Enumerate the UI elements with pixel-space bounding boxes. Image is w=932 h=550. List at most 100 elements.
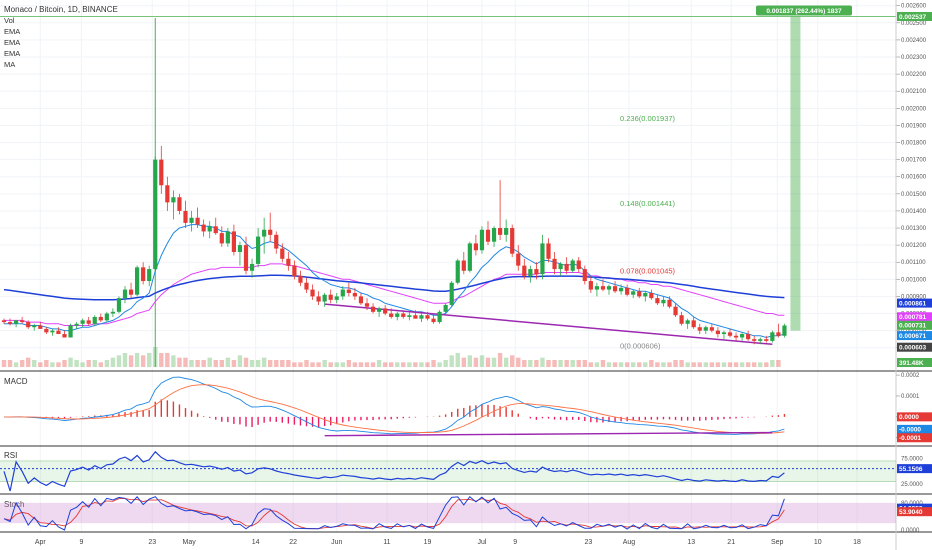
legend-ema-2[interactable]: EMA [4,38,20,47]
volume-bar [449,355,454,367]
volume-bar [461,357,466,367]
measure-range-box[interactable] [790,16,801,331]
volume-bar [643,362,648,367]
ema-fast-line [4,224,785,339]
fib-level-label: 0.148(0.001441) [620,199,676,208]
volume-bar [159,353,164,367]
volume-bar [679,360,684,367]
legend-ema-1[interactable]: EMA [4,27,20,36]
time-tick-label: 13 [687,539,695,546]
time-axis[interactable]: Apr 9 23 May 14 22 Jun 11 19 Jul 9 23 Aug 13 21 Sep 10 18 [35,539,861,546]
candle-body [38,325,43,329]
price-tick-label: 0.002600 [901,4,927,10]
candle-body [437,311,442,323]
price-measure-tool[interactable]: 0.001837 (262.44%) 1837 [0,5,896,331]
macd-tag-label: -0.0000 [899,427,921,434]
volume-bar [116,355,122,367]
volume-bar [128,355,134,367]
volume-bar [637,362,642,367]
candle-body [32,325,37,328]
candle-body [419,315,424,319]
volume-bar [479,355,485,367]
volume-bar [225,357,231,367]
price-tag-label: 0.000671 [899,333,926,340]
volume-bar [243,357,249,367]
price-tag [897,11,932,21]
volume-bar [280,360,285,367]
legend-vol[interactable]: Vol [4,16,15,25]
price-tick-label: 0.002200 [901,72,927,78]
candle-body [746,334,751,340]
support-trend-line[interactable] [324,303,773,346]
fib-level-label: 0(0.000606) [620,342,661,351]
time-tick-label: Aug [623,539,636,546]
candle-body [679,315,684,324]
volume-bar [68,357,73,367]
measure-label-box[interactable] [756,5,852,16]
candle-body [600,286,606,290]
volume-tag [897,358,932,367]
ema-slow-line [3,274,785,301]
time-tick-label: 9 [79,539,83,546]
macd-title[interactable]: MACD [4,377,28,386]
rsi-tick-label: 75.0000 [901,456,923,462]
candle-body [655,298,660,304]
volume-bar [122,353,128,367]
volume-bar [655,362,660,367]
candles [1,145,787,345]
candle-body [346,289,351,294]
candle-body [225,231,230,244]
candle-body [715,330,720,335]
price-tick-label: 0.000900 [901,294,927,300]
price-tick-label: 0.002500 [901,21,927,27]
candle-body [358,296,364,304]
volume-bar [231,360,237,367]
candle-body [673,306,678,316]
candle-body [631,291,636,295]
stoch-tick-label: 0.0000 [901,528,920,534]
time-tick-label: 14 [252,539,260,546]
candle-body [141,267,146,282]
rsi-title[interactable]: RSI [4,451,17,460]
candle-body [322,294,327,302]
candle-body [14,320,19,324]
time-tick-label: Apr [35,539,47,546]
volume-bar [522,360,527,367]
volume-bar [431,360,436,367]
price-tag-label: 0.000861 [899,300,926,307]
volume-bar [419,362,424,367]
candle-body [377,308,382,312]
volume-bar [570,360,575,367]
price-tag-label: 0.000731 [899,323,926,330]
candle-body [606,286,612,290]
candle-body [171,197,176,203]
candle-body [612,286,618,292]
volume-bar [286,360,291,367]
candle-body [691,320,696,328]
candle-body [758,339,763,341]
legend-ma[interactable]: MA [4,60,15,69]
volume-bar [588,362,594,367]
volume-bar [745,362,751,367]
candle-body [74,323,79,326]
stoch-title[interactable]: Stoch [4,500,24,509]
candle-body [201,224,206,232]
fib-retracement[interactable]: 0.236(0.001937) 0.148(0.001441) 0.078(0.00… [620,114,676,351]
volume-bar [703,362,708,367]
volume-bar [425,362,430,367]
volume-bar [649,360,654,367]
volume-bar [32,360,37,367]
volume-bar [171,355,176,367]
volume-bar [189,360,194,367]
volume-bar [413,362,418,367]
candle-body [20,320,25,323]
candle-body [727,332,733,336]
legend-ema-3[interactable]: EMA [4,49,20,58]
candle-body [395,313,400,317]
candle-body [473,243,478,251]
price-tag [897,331,932,341]
candle-body [491,228,497,242]
volume-bar [739,362,745,367]
volume-bar [322,360,327,367]
